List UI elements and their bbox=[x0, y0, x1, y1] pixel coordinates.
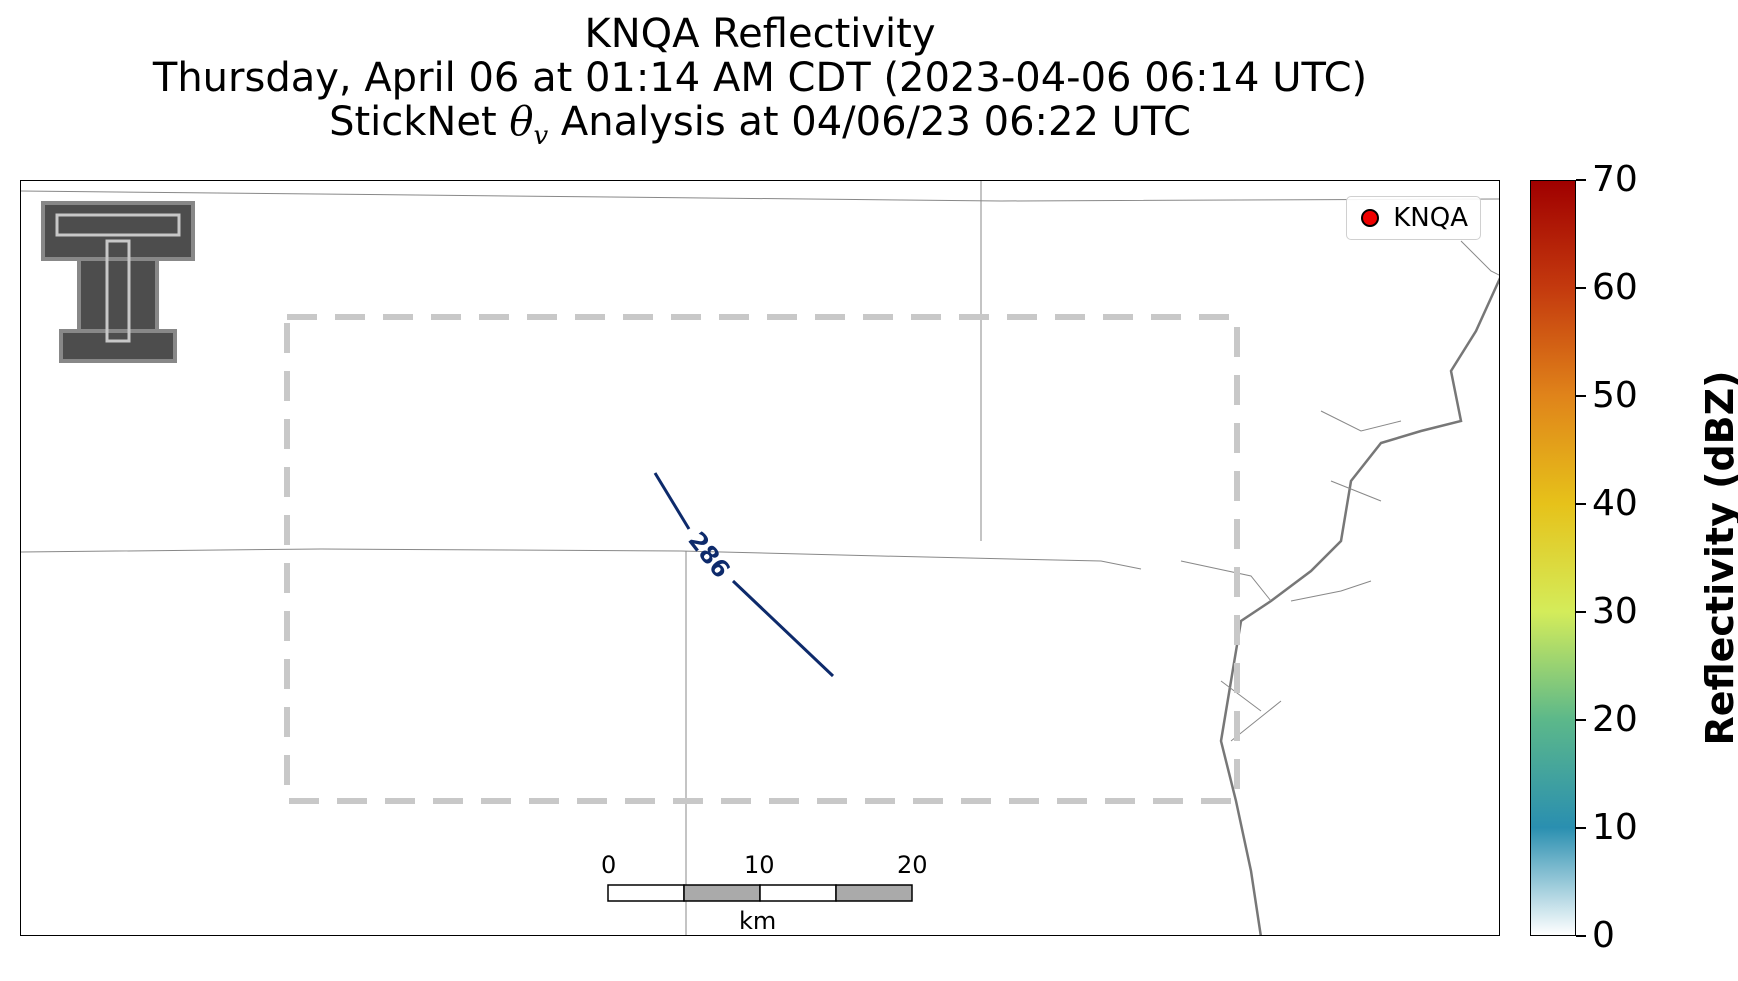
contour-line-upper bbox=[653, 472, 691, 530]
scale-bar bbox=[607, 884, 913, 902]
colorbar-tick-label: 30 bbox=[1592, 591, 1638, 632]
title-line-2: Thursday, April 06 at 01:14 AM CDT (2023… bbox=[152, 55, 1368, 101]
scale-seg-3 bbox=[759, 884, 837, 902]
contour-label: 286 bbox=[683, 527, 736, 584]
river-east bbox=[1219, 277, 1499, 935]
colorbar-tick bbox=[1576, 719, 1586, 721]
figure-title: KNQA Reflectivity Thursday, April 06 at … bbox=[0, 12, 1520, 158]
scale-label-0: 0 bbox=[601, 851, 617, 879]
state-border-mid bbox=[21, 548, 1142, 570]
colorbar-tick-label: 60 bbox=[1592, 267, 1638, 308]
logo-bottom-bar bbox=[59, 329, 177, 363]
title-line-3: StickNet θv Analysis at 04/06/23 06:22 U… bbox=[0, 100, 1520, 158]
radar-map: 286 KNQA 0 10 20 km bbox=[20, 180, 1500, 936]
map-legend: KNQA bbox=[1346, 196, 1481, 240]
colorbar-tick-label: 40 bbox=[1592, 483, 1638, 524]
colorbar-tick-label: 70 bbox=[1592, 159, 1638, 200]
legend-label: KNQA bbox=[1393, 203, 1468, 233]
scale-label-10: 10 bbox=[744, 851, 775, 879]
title-prefix: StickNet bbox=[329, 99, 510, 145]
colorbar-tick bbox=[1576, 935, 1586, 937]
colorbar-tick bbox=[1576, 179, 1586, 181]
state-border-east bbox=[1460, 240, 1499, 276]
colorbar-tick bbox=[1576, 287, 1586, 289]
knqa-marker-icon bbox=[1361, 209, 1380, 227]
colorbar-tick bbox=[1576, 503, 1586, 505]
logo-top-bar bbox=[41, 201, 195, 261]
scale-unit: km bbox=[739, 907, 777, 935]
ttu-logo bbox=[41, 201, 195, 363]
radar-map-canvas: 286 bbox=[21, 181, 1499, 935]
colorbar-tick bbox=[1576, 827, 1586, 829]
scale-seg-2 bbox=[683, 884, 761, 902]
colorbar-title: Reflectivity (dBZ) bbox=[1698, 370, 1738, 746]
scale-seg-1 bbox=[607, 884, 685, 902]
colorbar-tick-label: 10 bbox=[1592, 807, 1638, 848]
contour-line-lower bbox=[731, 579, 835, 678]
theta-symbol: θv bbox=[509, 99, 549, 151]
logo-inner-stroke bbox=[105, 239, 131, 343]
colorbar bbox=[1530, 180, 1576, 936]
logo-inner-top bbox=[55, 213, 181, 237]
analysis-domain-box bbox=[284, 314, 1240, 804]
state-border-north bbox=[21, 190, 1499, 202]
colorbar-tick-label: 0 bbox=[1592, 915, 1615, 956]
colorbar-tick bbox=[1576, 611, 1586, 613]
colorbar-tick-label: 20 bbox=[1592, 699, 1638, 740]
county-lines-east bbox=[1180, 410, 1402, 742]
title-suffix: Analysis at 04/06/23 06:22 UTC bbox=[548, 99, 1191, 145]
colorbar-tick bbox=[1576, 395, 1586, 397]
scale-label-20: 20 bbox=[897, 851, 928, 879]
title-line-1: KNQA Reflectivity bbox=[584, 11, 936, 57]
scale-seg-4 bbox=[835, 884, 913, 902]
boundary-lines bbox=[21, 181, 1499, 935]
colorbar-tick-label: 50 bbox=[1592, 375, 1638, 416]
theta-v-contour: 286 bbox=[653, 472, 835, 678]
